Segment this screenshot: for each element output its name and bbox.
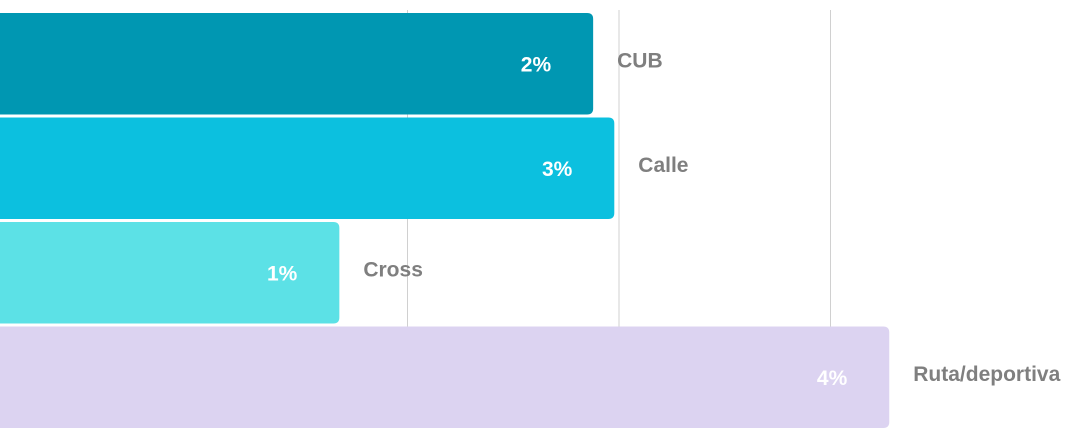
value-label: 2% <box>521 53 552 76</box>
bar <box>0 13 594 115</box>
category-label: Calle <box>638 154 688 177</box>
bar <box>0 117 615 219</box>
value-label: 1% <box>267 262 298 285</box>
category-label: Ruta/deportiva <box>913 363 1060 386</box>
category-label: CUB <box>617 49 663 72</box>
value-label: 4% <box>817 367 848 390</box>
bar <box>0 326 890 428</box>
value-label: 3% <box>542 158 573 181</box>
bar <box>0 222 340 324</box>
category-label: Cross <box>363 258 423 281</box>
